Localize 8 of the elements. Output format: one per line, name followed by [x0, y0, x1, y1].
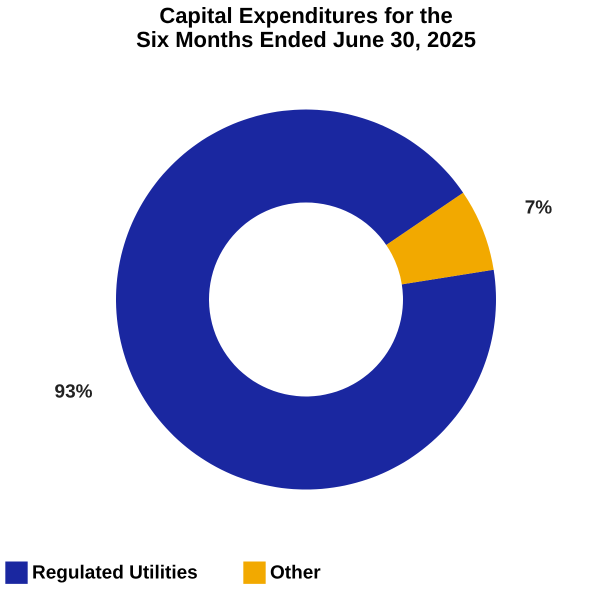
legend-label: Regulated Utilities [32, 562, 198, 584]
data-label: 93% [54, 382, 93, 403]
data-label: 7% [524, 197, 552, 218]
text: Six Months Ended June 30, 2025 [136, 27, 476, 52]
donut-slice [116, 110, 496, 490]
text: Capital Expenditures for the [159, 3, 453, 28]
donut-slice [386, 192, 494, 284]
legend-label: Other [270, 562, 322, 584]
